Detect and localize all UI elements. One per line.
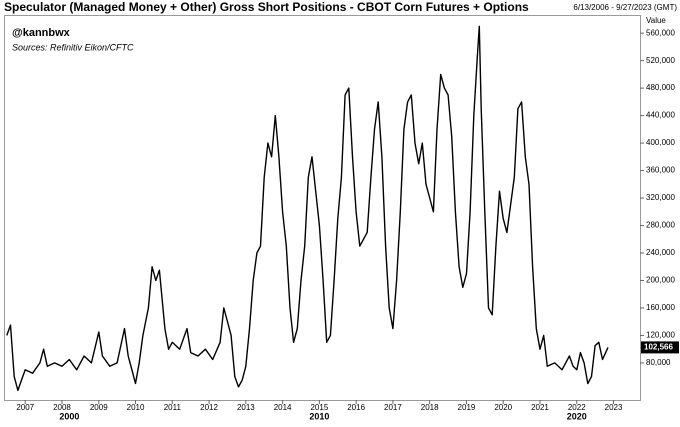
x-tick-label: 2021: [531, 403, 549, 412]
author: @kannbwx: [12, 27, 71, 39]
y-tick-label: 400,000: [646, 138, 675, 147]
y-tick-label: 160,000: [646, 303, 675, 312]
date-range: 6/13/2006 - 9/27/2023 (GMT): [573, 3, 677, 12]
x-tick-label: 2008: [53, 403, 71, 412]
x-tick-label: 2016: [347, 403, 365, 412]
y-tick-label: 240,000: [646, 248, 675, 257]
y-tick-label: 280,000: [646, 221, 675, 230]
x-tick-label: 2019: [458, 403, 476, 412]
last-value-label: 102,566: [644, 343, 673, 352]
x-tick-label: 2007: [16, 403, 34, 412]
x-tick-label: 2017: [384, 403, 402, 412]
y-axis-label: Value: [646, 16, 666, 25]
source: Sources: Refinitiv Eikon/CFTC: [12, 42, 134, 52]
x-tick-label: 2010: [127, 403, 145, 412]
x-tick-label: 2012: [200, 403, 218, 412]
data-line: [6, 25, 609, 392]
x-tick-label: 2009: [90, 403, 108, 412]
y-tick-label: 200,000: [646, 276, 675, 285]
y-tick-label: 480,000: [646, 83, 675, 92]
x-tick-label: 2011: [164, 403, 182, 412]
x-tick-label: 2022: [568, 403, 586, 412]
decade-label: 2020: [567, 411, 587, 421]
plot-frame: [4, 15, 641, 401]
x-tick-label: 2018: [421, 403, 439, 412]
y-tick-label: 360,000: [646, 166, 675, 175]
y-tick-label: 120,000: [646, 331, 675, 340]
x-tick-label: 2020: [494, 403, 512, 412]
y-tick-label: 560,000: [646, 28, 675, 37]
last-value-box: [641, 341, 679, 354]
chart-title: Speculator (Managed Money + Other) Gross…: [4, 0, 529, 14]
y-tick-label: 320,000: [646, 193, 675, 202]
y-tick-label: 440,000: [646, 111, 675, 120]
x-tick-label: 2023: [605, 403, 623, 412]
y-tick-label: 80,000: [646, 358, 671, 367]
decade-label: 2000: [59, 411, 79, 421]
x-tick-label: 2013: [237, 403, 255, 412]
x-tick-label: 2015: [310, 403, 328, 412]
decade-label: 2010: [309, 411, 329, 421]
y-tick-label: 520,000: [646, 56, 675, 65]
x-tick-label: 2014: [274, 403, 292, 412]
